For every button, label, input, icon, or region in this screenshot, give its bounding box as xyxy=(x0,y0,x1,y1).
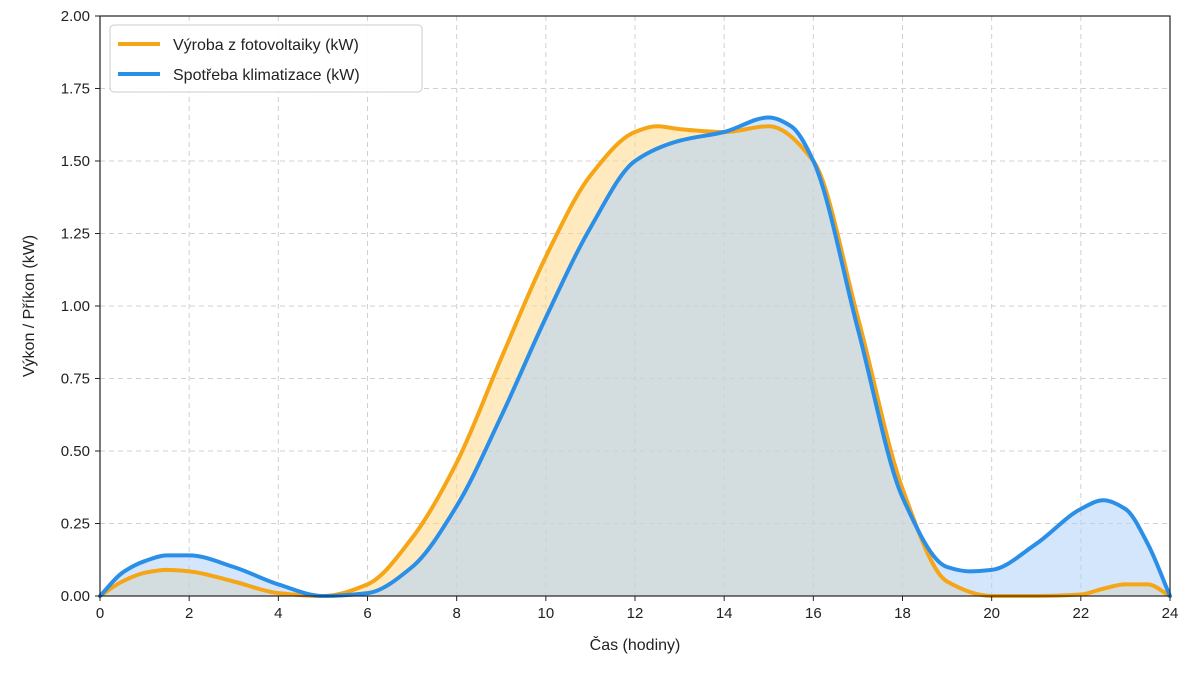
y-tick-label: 0.00 xyxy=(61,588,90,605)
y-axis-ticks: 0.00 0.25 0.50 0.75 1.00 1.25 1.50 1.75 2.00 xyxy=(61,8,100,605)
x-axis-title: Čas (hodiny) xyxy=(590,635,681,654)
x-tick-label: 20 xyxy=(983,605,1000,622)
legend-label-ac: Spotřeba klimatizace (kW) xyxy=(173,67,360,84)
x-tick-label: 2 xyxy=(185,605,193,622)
legend-box xyxy=(109,24,423,93)
y-tick-label: 0.75 xyxy=(61,371,90,388)
x-tick-label: 24 xyxy=(1162,605,1179,622)
area-fill-ac xyxy=(100,117,1170,596)
y-tick-label: 0.50 xyxy=(61,443,90,460)
y-tick-label: 0.25 xyxy=(61,516,90,533)
x-tick-label: 12 xyxy=(627,605,644,622)
x-tick-label: 22 xyxy=(1072,605,1089,622)
y-tick-label: 1.25 xyxy=(61,226,90,243)
y-tick-label: 1.50 xyxy=(61,153,90,170)
x-tick-label: 6 xyxy=(363,605,371,622)
legend: Výroba z fotovoltaiky (kW) Spotřeba klim… xyxy=(109,24,423,93)
y-axis-title: Výkon / Příkon (kW) xyxy=(21,235,38,377)
x-axis-ticks: 0 2 4 6 8 10 12 14 16 18 20 22 24 xyxy=(96,596,1179,622)
x-tick-label: 18 xyxy=(894,605,911,622)
x-tick-label: 0 xyxy=(96,605,104,622)
area-fills xyxy=(100,117,1170,596)
x-tick-label: 10 xyxy=(537,605,554,622)
y-tick-label: 1.00 xyxy=(61,298,90,315)
x-tick-label: 8 xyxy=(452,605,460,622)
legend-label-pv: Výroba z fotovoltaiky (kW) xyxy=(173,37,359,54)
x-tick-label: 14 xyxy=(716,605,733,622)
y-tick-label: 2.00 xyxy=(61,8,90,25)
x-tick-label: 16 xyxy=(805,605,822,622)
x-tick-label: 4 xyxy=(274,605,282,622)
series-line-ac xyxy=(98,115,1172,598)
y-tick-label: 1.75 xyxy=(61,81,90,98)
